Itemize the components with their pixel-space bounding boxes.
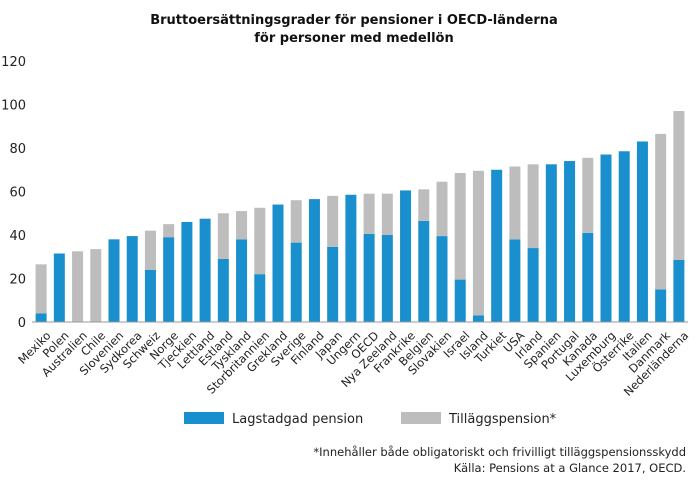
bar-tillaggspension	[35, 264, 47, 314]
y-tick-label: 120	[1, 55, 26, 70]
bar-lagstadgad-pension	[418, 220, 430, 322]
bar-tillaggspension	[236, 211, 248, 240]
x-axis-labels: MexikoPolenAustralienChileSlovenienSydko…	[15, 327, 691, 399]
bar-tillaggspension	[472, 170, 484, 316]
bar-lagstadgad-pension	[400, 190, 412, 322]
bar-lagstadgad-pension	[454, 279, 466, 322]
bar-lagstadgad-pension	[144, 269, 156, 322]
bar-lagstadgad-pension	[527, 248, 539, 322]
y-tick-label: 0	[18, 316, 26, 331]
bar-lagstadgad-pension	[545, 164, 557, 322]
bar-lagstadgad-pension	[472, 315, 484, 322]
bar-tillaggspension	[381, 193, 393, 235]
bar-lagstadgad-pension	[655, 289, 667, 323]
footnote: *Innehåller både obligatoriskt och frivi…	[313, 445, 686, 459]
bar-tillaggspension	[418, 189, 430, 221]
bar-lagstadgad-pension	[564, 161, 576, 322]
bar-tillaggspension	[163, 224, 175, 238]
legend: Lagstadgad pension Tilläggspension*	[184, 412, 557, 427]
y-axis: 0 20 40 60 80 100 120	[1, 55, 26, 331]
bar-tillaggspension	[655, 133, 667, 290]
bar-tillaggspension	[527, 164, 539, 249]
bar-tillaggspension	[673, 111, 685, 261]
bar-lagstadgad-pension	[108, 239, 120, 322]
bars	[35, 111, 685, 323]
bar-lagstadgad-pension	[272, 204, 284, 322]
bar-tillaggspension	[254, 207, 266, 275]
bar-lagstadgad-pension	[290, 242, 302, 322]
chart-title-line-2: för personer med medellön	[254, 31, 454, 46]
y-tick-label: 20	[9, 273, 26, 288]
bar-tillaggspension	[436, 181, 448, 237]
bar-tillaggspension	[72, 251, 84, 322]
bar-lagstadgad-pension	[363, 233, 375, 322]
bar-lagstadgad-pension	[53, 253, 65, 322]
bar-lagstadgad-pension	[181, 221, 193, 322]
bar-lagstadgad-pension	[381, 235, 393, 322]
bar-lagstadgad-pension	[636, 141, 648, 322]
bar-lagstadgad-pension	[582, 232, 594, 322]
bar-tillaggspension	[217, 213, 229, 259]
bar-lagstadgad-pension	[600, 154, 612, 322]
bar-lagstadgad-pension	[345, 194, 357, 322]
bar-tillaggspension	[363, 193, 375, 234]
y-tick-label: 100	[1, 99, 26, 114]
bar-lagstadgad-pension	[199, 218, 211, 322]
bar-lagstadgad-pension	[308, 199, 320, 322]
bar-lagstadgad-pension	[491, 169, 503, 322]
bar-tillaggspension	[509, 166, 521, 240]
bar-lagstadgad-pension	[509, 239, 521, 322]
y-tick-label: 40	[9, 229, 26, 244]
bar-lagstadgad-pension	[163, 237, 175, 322]
legend-label: Tilläggspension*	[448, 412, 557, 427]
bar-lagstadgad-pension	[217, 258, 229, 322]
bar-lagstadgad-pension	[254, 274, 266, 322]
bar-lagstadgad-pension	[327, 246, 339, 322]
bar-tillaggspension	[90, 249, 102, 322]
chart-title-line-1: Bruttoersättningsgrader för pensioner i …	[150, 13, 558, 28]
bar-lagstadgad-pension	[618, 151, 630, 322]
bar-lagstadgad-pension	[236, 239, 248, 322]
bar-tillaggspension	[290, 200, 302, 243]
bar-lagstadgad-pension	[35, 313, 47, 322]
bar-lagstadgad-pension	[436, 236, 448, 322]
bar-tillaggspension	[327, 195, 339, 247]
bar-tillaggspension	[144, 230, 156, 270]
legend-swatch	[184, 412, 224, 424]
legend-label: Lagstadgad pension	[232, 412, 363, 427]
bar-lagstadgad-pension	[673, 260, 685, 322]
bar-lagstadgad-pension	[126, 236, 138, 322]
bar-tillaggspension	[454, 173, 466, 280]
y-tick-label: 60	[9, 186, 26, 201]
y-tick-label: 80	[9, 142, 26, 157]
bar-tillaggspension	[582, 157, 594, 233]
legend-swatch	[401, 412, 441, 424]
source-note: Källa: Pensions at a Glance 2017, OECD.	[454, 461, 686, 475]
